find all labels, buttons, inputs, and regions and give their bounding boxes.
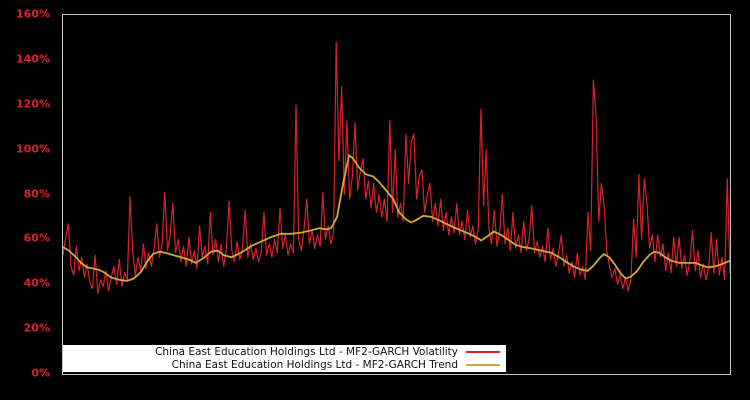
y-tick-label: 0% (31, 366, 50, 380)
volatility-line (63, 41, 730, 294)
legend-label-volatility: China East Education Holdings Ltd - MF2-… (155, 345, 458, 358)
y-tick-label: 140% (16, 52, 50, 66)
y-tick-label: 160% (16, 7, 50, 21)
legend: China East Education Holdings Ltd - MF2-… (63, 345, 506, 372)
y-tick-label: 40% (23, 276, 50, 290)
legend-label-trend: China East Education Holdings Ltd - MF2-… (171, 358, 458, 371)
plot-area: China East Education Holdings Ltd - MF2-… (62, 14, 731, 375)
y-axis: 0% 20% 40% 60% 80% 100% 120% 140% 160% (0, 0, 56, 400)
legend-line-sample-volatility (466, 351, 500, 353)
legend-row-trend: China East Education Holdings Ltd - MF2-… (63, 359, 506, 372)
y-tick-label: 100% (16, 142, 50, 156)
y-tick-label: 20% (23, 321, 50, 335)
legend-line-sample-trend (466, 364, 500, 366)
legend-row-volatility: China East Education Holdings Ltd - MF2-… (63, 346, 506, 359)
y-tick-label: 80% (23, 187, 50, 200)
chart-svg (63, 41, 730, 294)
y-tick-label: 60% (23, 231, 50, 245)
y-tick-label: 120% (16, 97, 50, 111)
trend-line (63, 154, 730, 282)
